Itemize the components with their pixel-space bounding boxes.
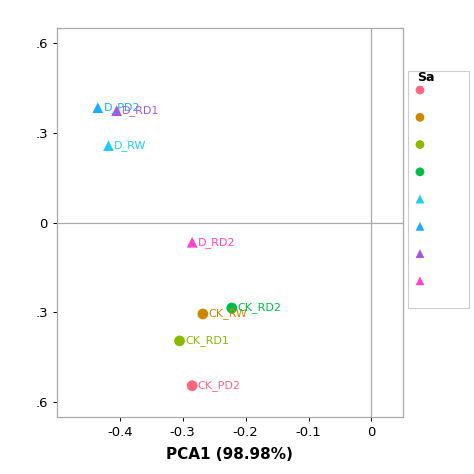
Point [94,104,101,111]
Text: D_PD2: D_PD2 [103,102,140,113]
Point [188,238,196,246]
Text: D_RD2: D_RD2 [198,237,235,248]
Point [228,304,236,312]
Point [188,382,196,390]
X-axis label: PCA1 (98.98%): PCA1 (98.98%) [166,447,293,463]
Point [176,337,183,345]
Text: CK_RD2: CK_RD2 [237,302,282,313]
Text: CK_PD2: CK_PD2 [198,380,241,391]
Text: D_RD1: D_RD1 [122,105,160,116]
Point [199,310,207,318]
Text: CK_RW: CK_RW [209,309,247,319]
Point [105,142,112,149]
Text: D_RW: D_RW [114,140,146,151]
Point [113,107,120,114]
Text: CK_RD1: CK_RD1 [185,336,229,346]
Text: Sa: Sa [417,71,434,84]
